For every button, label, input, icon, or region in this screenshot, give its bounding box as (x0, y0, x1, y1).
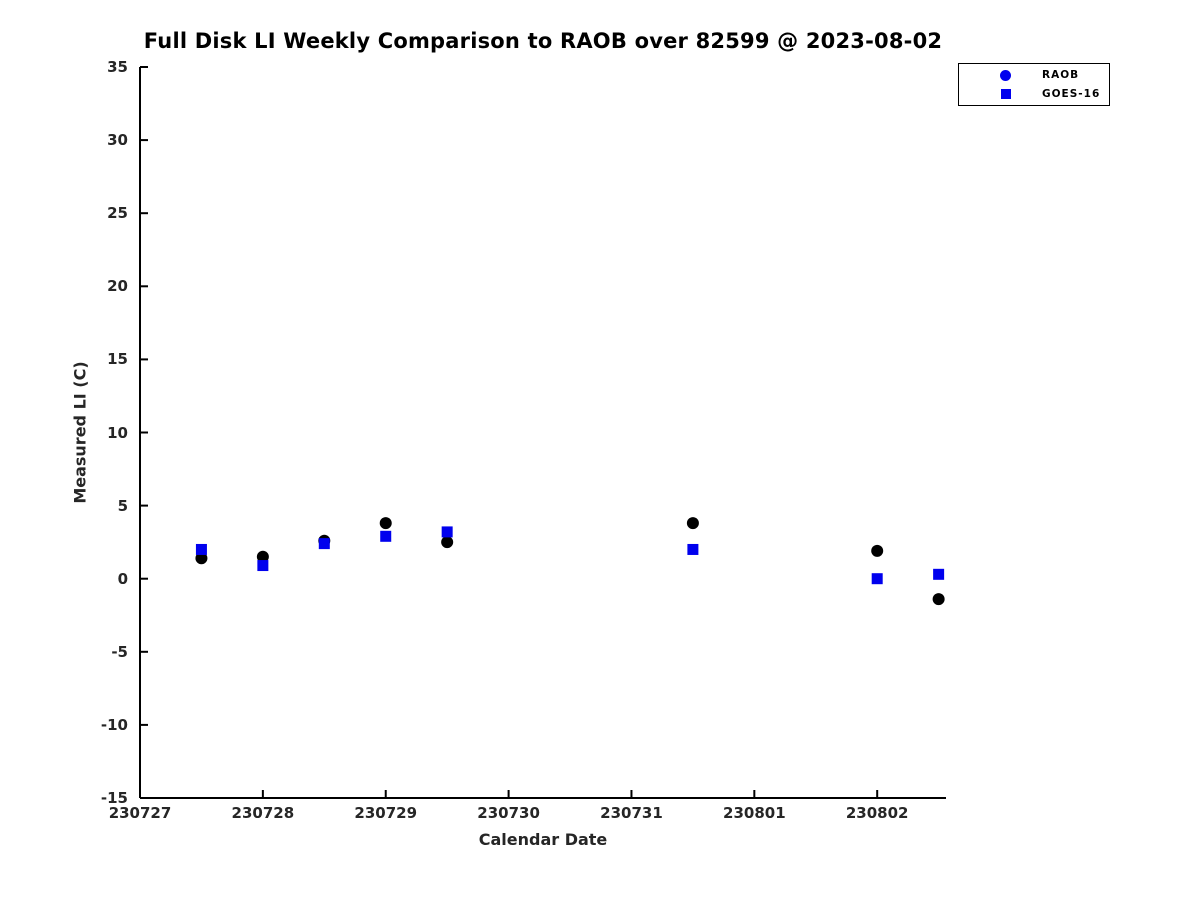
y-tick-label: 5 (117, 496, 128, 515)
data-point-goes16 (441, 526, 453, 538)
x-tick-label: 230728 (231, 804, 295, 822)
x-tick-label: 230730 (477, 804, 540, 822)
legend-item-goes16: GOES-16 (959, 87, 1109, 101)
y-tick-label: 30 (107, 131, 128, 150)
data-point-goes16 (871, 573, 883, 585)
data-point-goes16 (933, 568, 945, 580)
data-point-raob (256, 550, 269, 563)
goes16-square-marker-icon (1001, 88, 1011, 99)
data-point-goes16 (257, 560, 269, 572)
y-tick-label: -10 (100, 715, 128, 734)
data-point-goes16 (195, 543, 207, 555)
legend-label-goes16: GOES-16 (1042, 87, 1101, 100)
chart-title: Full Disk LI Weekly Comparison to RAOB o… (143, 29, 943, 53)
y-tick-label: 35 (107, 58, 128, 76)
y-tick-label: 10 (107, 423, 128, 442)
x-tick-label: 230727 (108, 804, 172, 822)
data-point-raob (379, 517, 392, 530)
data-point-goes16 (380, 530, 392, 542)
x-tick-label: 230801 (723, 804, 786, 822)
data-point-goes16 (687, 543, 699, 555)
legend-item-raob: RAOB (959, 68, 1109, 82)
legend: RAOB GOES-16 (958, 63, 1110, 106)
y-tick-label: -15 (100, 789, 128, 807)
data-point-raob (932, 593, 945, 606)
y-tick-label: -5 (111, 642, 128, 661)
data-point-raob (686, 517, 699, 530)
raob-circle-marker-icon (1000, 69, 1011, 81)
y-tick-label: 20 (107, 277, 128, 296)
x-tick-label: 230729 (354, 804, 418, 822)
x-tick-label: 230802 (845, 804, 909, 822)
y-tick-label: 25 (107, 204, 128, 223)
y-tick-label: 0 (117, 569, 128, 588)
x-tick-label: 230731 (600, 804, 663, 822)
data-point-raob (441, 536, 454, 549)
y-tick-label: 15 (107, 350, 128, 369)
data-point-raob (871, 544, 884, 557)
data-point-raob (195, 552, 208, 565)
legend-label-raob: RAOB (1042, 69, 1080, 82)
data-point-goes16 (318, 538, 330, 550)
x-axis-title: Calendar Date (478, 830, 608, 849)
